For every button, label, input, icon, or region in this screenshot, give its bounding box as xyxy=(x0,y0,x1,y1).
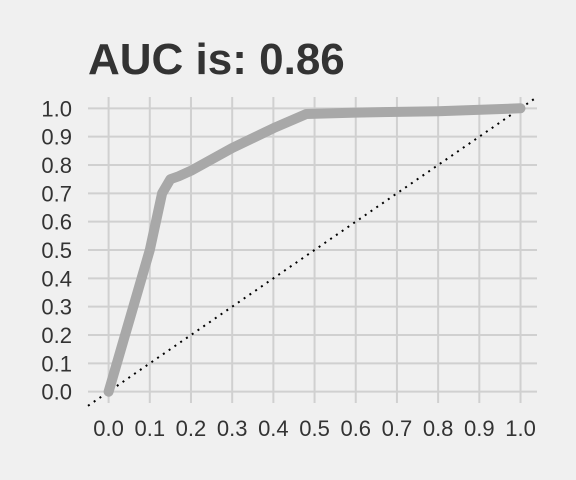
y-tick-label: 0.1 xyxy=(41,351,72,376)
x-axis-ticks: 0.0 0.1 0.2 0.3 0.4 0.5 0.6 0.7 0.8 0.9 1.0 xyxy=(93,416,536,441)
y-axis-ticks: 0.0 0.1 0.2 0.3 0.4 0.5 0.6 0.7 0.8 0.9 1.0 xyxy=(41,96,72,404)
x-tick-label: 0.6 xyxy=(340,416,371,441)
x-tick-label: 1.0 xyxy=(505,416,536,441)
y-tick-label: 0.2 xyxy=(41,323,72,348)
y-tick-label: 0.4 xyxy=(41,266,72,291)
y-tick-label: 0.3 xyxy=(41,295,72,320)
x-tick-label: 0.3 xyxy=(217,416,248,441)
y-tick-label: 0.6 xyxy=(41,210,72,235)
grid xyxy=(88,97,537,403)
x-tick-label: 0.7 xyxy=(382,416,413,441)
x-tick-label: 0.1 xyxy=(134,416,165,441)
y-tick-label: 0.0 xyxy=(41,380,72,405)
x-tick-label: 0.4 xyxy=(258,416,289,441)
x-tick-label: 0.8 xyxy=(423,416,454,441)
x-tick-label: 0.9 xyxy=(464,416,495,441)
y-tick-label: 1.0 xyxy=(41,96,72,121)
chart-title: AUC is: 0.86 xyxy=(88,35,345,84)
roc-curve-line xyxy=(103,103,526,397)
series-group xyxy=(103,103,526,397)
y-tick-label: 0.7 xyxy=(41,181,72,206)
y-tick-label: 0.5 xyxy=(41,238,72,263)
x-tick-label: 0.2 xyxy=(176,416,207,441)
y-tick-label: 0.8 xyxy=(41,153,72,178)
x-tick-label: 0.0 xyxy=(93,416,124,441)
x-tick-label: 0.5 xyxy=(299,416,330,441)
y-tick-label: 0.9 xyxy=(41,125,72,150)
